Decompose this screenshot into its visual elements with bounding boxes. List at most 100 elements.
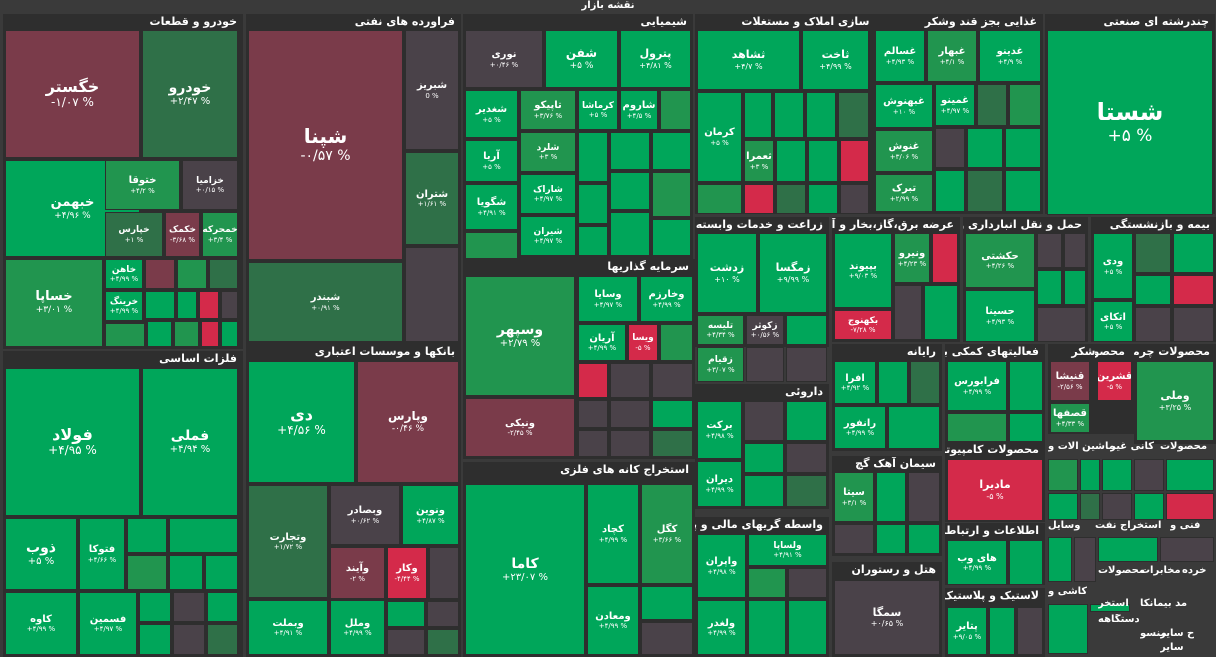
- unlabeled-stock-tile[interactable]: [697, 184, 742, 214]
- stock-tile[interactable]: خاهن +۴/۹۹ %: [105, 259, 143, 289]
- unlabeled-stock-tile[interactable]: [1080, 459, 1100, 491]
- stock-tile[interactable]: غبهار +۴/۱ %: [927, 30, 977, 82]
- unlabeled-stock-tile[interactable]: [1134, 493, 1164, 520]
- unlabeled-stock-tile[interactable]: [876, 472, 906, 522]
- unlabeled-stock-tile[interactable]: [1009, 413, 1043, 442]
- unlabeled-stock-tile[interactable]: [876, 524, 906, 554]
- unlabeled-stock-tile[interactable]: [173, 624, 205, 655]
- unlabeled-stock-tile[interactable]: [610, 400, 650, 428]
- stock-tile[interactable]: حکشتی +۴/۲۶ %: [965, 233, 1035, 288]
- stock-tile[interactable]: قنیشا -۲/۵۶ %: [1050, 361, 1090, 401]
- unlabeled-stock-tile[interactable]: [935, 128, 965, 168]
- stock-tile[interactable]: خساپا +۳/۰۱ %: [5, 259, 103, 347]
- stock-tile[interactable]: خرینگ +۴/۹۹ %: [105, 291, 143, 321]
- unlabeled-stock-tile[interactable]: [744, 443, 784, 473]
- unlabeled-stock-tile[interactable]: [139, 624, 171, 655]
- stock-tile[interactable]: قصفها +۴/۳۳ %: [1050, 403, 1090, 433]
- unlabeled-stock-tile[interactable]: [177, 291, 197, 319]
- stock-tile[interactable]: ثعمرا +۳ %: [744, 140, 774, 182]
- stock-tile[interactable]: تاپیکو +۳/۷۶ %: [520, 90, 576, 130]
- unlabeled-stock-tile[interactable]: [1090, 604, 1130, 612]
- unlabeled-stock-tile[interactable]: [1102, 459, 1132, 491]
- unlabeled-stock-tile[interactable]: [610, 430, 650, 457]
- unlabeled-stock-tile[interactable]: [1064, 270, 1086, 305]
- unlabeled-stock-tile[interactable]: [660, 90, 691, 130]
- stock-tile[interactable]: وملی +۳/۲۵ %: [1136, 361, 1214, 441]
- unlabeled-stock-tile[interactable]: [1009, 361, 1043, 411]
- unlabeled-stock-tile[interactable]: [878, 361, 908, 404]
- unlabeled-stock-tile[interactable]: [935, 170, 965, 212]
- unlabeled-stock-tile[interactable]: [1048, 459, 1078, 491]
- stock-tile[interactable]: زمگسا +۹/۹۹ %: [759, 233, 827, 313]
- stock-tile[interactable]: شگویا +۴/۹۱ %: [465, 184, 518, 230]
- stock-tile[interactable]: قشرین -۵ %: [1097, 361, 1132, 401]
- stock-tile[interactable]: خمحرکه +۳/۴ %: [202, 212, 238, 257]
- unlabeled-stock-tile[interactable]: [387, 601, 425, 627]
- unlabeled-stock-tile[interactable]: [744, 475, 784, 507]
- stock-tile[interactable]: پترول +۴/۸۱ %: [620, 30, 691, 88]
- unlabeled-stock-tile[interactable]: [652, 430, 693, 457]
- unlabeled-stock-tile[interactable]: [1037, 270, 1062, 305]
- unlabeled-stock-tile[interactable]: [173, 592, 205, 622]
- stock-tile[interactable]: وملل +۴/۹۹ %: [330, 600, 385, 655]
- unlabeled-stock-tile[interactable]: [1048, 537, 1072, 582]
- unlabeled-stock-tile[interactable]: [840, 184, 869, 214]
- stock-tile[interactable]: آریا +۵ %: [465, 140, 518, 182]
- stock-tile[interactable]: ولساپا +۴/۹۱ %: [748, 534, 827, 566]
- unlabeled-stock-tile[interactable]: [139, 592, 171, 622]
- unlabeled-stock-tile[interactable]: [1005, 170, 1041, 212]
- unlabeled-stock-tile[interactable]: [578, 226, 608, 256]
- unlabeled-stock-tile[interactable]: [894, 285, 922, 340]
- unlabeled-stock-tile[interactable]: [652, 400, 693, 428]
- unlabeled-stock-tile[interactable]: [908, 472, 940, 522]
- stock-tile[interactable]: شتران +۱/۶۱ %: [405, 152, 459, 245]
- stock-tile[interactable]: فسمین +۴/۹۷ %: [79, 592, 137, 655]
- unlabeled-stock-tile[interactable]: [977, 84, 1007, 126]
- stock-tile[interactable]: کرماشا +۵ %: [578, 90, 618, 130]
- unlabeled-stock-tile[interactable]: [1098, 537, 1158, 562]
- stock-tile[interactable]: خپارس +۱ %: [105, 212, 163, 257]
- stock-tile[interactable]: حسینا +۴/۹۳ %: [965, 290, 1035, 342]
- stock-tile[interactable]: شبندر +۰/۹۱ %: [248, 262, 403, 342]
- stock-tile[interactable]: شاراک +۴/۹۷ %: [520, 174, 576, 214]
- stock-tile[interactable]: ونیکی -۲/۴۵ %: [465, 398, 575, 457]
- stock-tile[interactable]: خگستر -۱/۰۷ %: [5, 30, 140, 158]
- unlabeled-stock-tile[interactable]: [429, 547, 459, 599]
- unlabeled-stock-tile[interactable]: [834, 524, 874, 554]
- unlabeled-stock-tile[interactable]: [199, 291, 219, 319]
- stock-tile[interactable]: واپران +۴/۹۸ %: [697, 534, 746, 598]
- unlabeled-stock-tile[interactable]: [924, 285, 958, 340]
- unlabeled-stock-tile[interactable]: [145, 291, 175, 319]
- unlabeled-stock-tile[interactable]: [1134, 459, 1164, 491]
- unlabeled-stock-tile[interactable]: [177, 259, 207, 289]
- unlabeled-stock-tile[interactable]: [578, 430, 608, 457]
- unlabeled-stock-tile[interactable]: [652, 363, 693, 398]
- unlabeled-stock-tile[interactable]: [788, 568, 827, 598]
- stock-tile[interactable]: ونیرو +۴/۲۳ %: [894, 233, 930, 283]
- stock-tile[interactable]: ذوب +۵ %: [5, 518, 77, 590]
- stock-tile[interactable]: شاروم +۴/۵ %: [620, 90, 658, 130]
- stock-tile[interactable]: خودرو +۲/۴۷ %: [142, 30, 238, 158]
- stock-tile[interactable]: ثاخت +۴/۹۹ %: [802, 30, 869, 90]
- stock-tile[interactable]: زدشت +۱۰ %: [697, 233, 757, 313]
- unlabeled-stock-tile[interactable]: [1037, 233, 1062, 268]
- stock-tile[interactable]: ولغدر +۴/۹۹ %: [697, 600, 746, 655]
- stock-tile[interactable]: غمینو +۴/۹۷ %: [935, 84, 975, 126]
- unlabeled-stock-tile[interactable]: [806, 92, 836, 138]
- stock-tile[interactable]: وسایا +۴/۹۷ %: [578, 276, 638, 322]
- stock-tile[interactable]: شستا +۵ %: [1047, 30, 1213, 215]
- unlabeled-stock-tile[interactable]: [1005, 128, 1041, 168]
- unlabeled-stock-tile[interactable]: [1009, 540, 1043, 585]
- unlabeled-stock-tile[interactable]: [652, 172, 691, 217]
- stock-tile[interactable]: غبهنوش +۱۰ %: [875, 84, 933, 128]
- unlabeled-stock-tile[interactable]: [1135, 307, 1171, 342]
- unlabeled-stock-tile[interactable]: [578, 363, 608, 398]
- stock-tile[interactable]: وخارزم +۴/۹۹ %: [640, 276, 693, 322]
- unlabeled-stock-tile[interactable]: [652, 132, 691, 170]
- unlabeled-stock-tile[interactable]: [427, 629, 459, 655]
- unlabeled-stock-tile[interactable]: [786, 401, 827, 441]
- unlabeled-stock-tile[interactable]: [786, 443, 827, 473]
- stock-tile[interactable]: وسپهر +۲/۷۹ %: [465, 276, 575, 396]
- unlabeled-stock-tile[interactable]: [641, 586, 693, 620]
- unlabeled-stock-tile[interactable]: [808, 140, 838, 182]
